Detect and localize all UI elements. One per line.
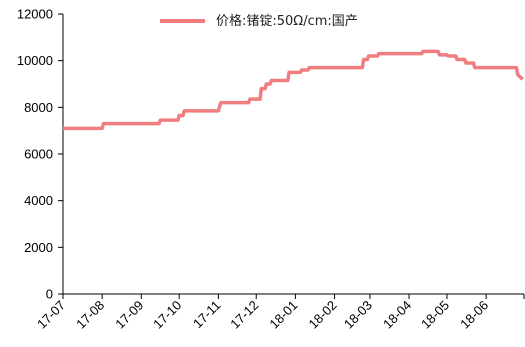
x-tick-label: 18-06: [457, 298, 491, 332]
x-tick-label: 17-12: [227, 298, 261, 332]
x-tick-label: 18-05: [418, 298, 452, 332]
y-tick-label: 4000: [24, 193, 53, 208]
y-axis: 0 2000 4000 6000 8000 10000 12000: [17, 7, 64, 302]
x-tick-label: 18-02: [306, 298, 340, 332]
x-tick-label: 18-04: [380, 298, 414, 332]
x-tick-label: 17-10: [150, 298, 184, 332]
x-tick-label: 17-08: [73, 298, 107, 332]
x-tick-label: 17-09: [112, 298, 146, 332]
y-tick-label: 2000: [24, 240, 53, 255]
x-tick-label: 18-03: [341, 298, 375, 332]
y-tick-label: 12000: [17, 7, 53, 22]
x-tick-label: 17-11: [190, 298, 223, 331]
plot-area: [63, 49, 524, 131]
series-line: [63, 49, 524, 131]
legend-label: 价格:锗锭:50Ω/cm:国产: [216, 13, 358, 29]
y-tick-label: 0: [46, 287, 53, 302]
x-tick-label: 17-07: [34, 298, 68, 332]
legend: 价格:锗锭:50Ω/cm:国产: [160, 13, 358, 29]
y-tick-label: 8000: [24, 100, 53, 115]
y-tick-label: 10000: [17, 53, 53, 68]
x-axis: 17-07 17-08 17-09 17-10 17-11 17-12 18-01 18-02…: [34, 293, 525, 332]
x-tick-label: 18-01: [266, 298, 300, 332]
y-tick-label: 6000: [24, 147, 53, 162]
